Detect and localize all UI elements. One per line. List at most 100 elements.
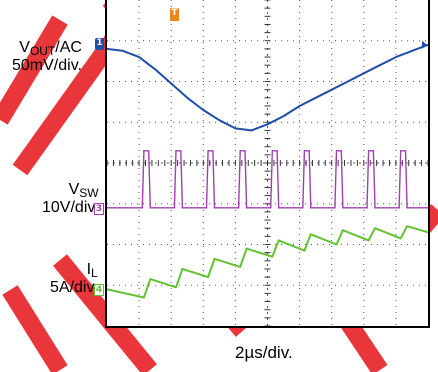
il-trace-point (207, 276, 209, 278)
il-trace-point (335, 243, 338, 246)
vsw-trace-point (141, 207, 144, 209)
timebase-label: 2µs/div. (235, 343, 293, 362)
vsw-trace-point (276, 150, 278, 152)
vout-trace-point (266, 123, 269, 126)
vsw-trace-point (175, 150, 177, 152)
vsw-trace-point (213, 207, 216, 209)
vsw-trace-point (367, 150, 370, 152)
vout-label-main: V (19, 39, 30, 56)
vsw-trace-point (334, 207, 336, 209)
vout-trace-point (427, 44, 428, 46)
vsw-trace-point (107, 207, 108, 209)
vsw-trace-point (310, 207, 312, 209)
vout-trace-point (186, 97, 189, 99)
vsw-marker-text: 3 (95, 204, 103, 214)
vsw-channel-label: VSW 10V/div. (42, 181, 99, 216)
vsw-trace-point (207, 150, 209, 152)
vsw-label-sub: SW (79, 186, 99, 200)
vsw-trace-point (302, 207, 304, 209)
il-trace-point (310, 233, 312, 236)
vsw-trace-point (308, 150, 310, 152)
vsw-trace-point (149, 207, 152, 209)
vsw-trace-point (366, 207, 368, 209)
vsw-trace-point (271, 150, 274, 152)
vout-trace-point (170, 82, 172, 85)
vout-reference-arrow-icon (422, 40, 427, 49)
il-trace-point (143, 296, 145, 299)
il-trace-point (367, 239, 370, 242)
vsw-trace-point (335, 150, 338, 152)
vout-trace-point (250, 129, 253, 132)
vout-trace-point (363, 72, 365, 75)
vsw-trace-point (427, 207, 428, 209)
il-trace-point (245, 247, 248, 250)
il-channel-label: IL 5A/div. (50, 261, 98, 296)
il-marker-text: 4 (95, 285, 103, 295)
vsw-trace-point (212, 150, 214, 152)
vsw-trace-point (399, 150, 402, 152)
vout-channel-label: VOUT/AC 50mV/div. (12, 39, 82, 74)
il-trace-point (175, 286, 177, 289)
vout-trace-point (282, 115, 285, 117)
vsw-trace-point (406, 207, 408, 209)
vout-scale-label: 50mV/div. (12, 56, 82, 74)
vout-trace-point (314, 97, 317, 99)
watermark-stroke (0, 15, 68, 125)
vout-channel-marker: 1 (95, 38, 104, 50)
vout-trace-point (218, 119, 221, 121)
vsw-trace-point (374, 207, 376, 209)
il-trace-point (427, 231, 428, 234)
trigger-marker-text: T (171, 8, 178, 18)
vout-label-rest: /AC (55, 39, 82, 56)
vsw-trace-point (237, 207, 240, 209)
vsw-trace-point (303, 150, 306, 152)
vsw-scale-label: 10V/div. (42, 198, 99, 216)
watermark-stroke (2, 285, 68, 372)
vsw-trace-point (205, 207, 208, 209)
il-label-main: I (86, 261, 92, 278)
vsw-label-main: V (68, 181, 80, 198)
vsw-channel-marker: 3 (94, 203, 104, 215)
il-trace (107, 225, 428, 299)
il-trace-point (213, 258, 216, 260)
il-label-sub: L (91, 266, 98, 280)
vout-trace-point (411, 50, 413, 52)
vout-trace (107, 43, 428, 132)
vsw-trace-point (244, 150, 246, 152)
vsw-trace-point (245, 207, 248, 209)
il-scale-label: 5A/div. (50, 278, 98, 296)
trigger-marker-icon: T (170, 8, 179, 21)
il-trace-point (239, 266, 241, 268)
il-trace-point (406, 225, 408, 227)
vout-trace-point (122, 50, 124, 52)
il-trace-point (303, 249, 306, 252)
il-trace-point (149, 278, 152, 280)
scope-plot-svg (107, 0, 428, 326)
il-trace-point (277, 239, 280, 242)
vout-trace-point (395, 56, 397, 58)
vsw-trace-point (147, 150, 150, 152)
vsw-trace-point (173, 207, 176, 209)
vsw-trace-point (342, 207, 344, 209)
vout-label-sub: OUT (29, 44, 56, 58)
vsw-trace-point (398, 207, 400, 209)
vout-trace-point (202, 109, 205, 111)
vsw-trace-point (239, 150, 241, 152)
vout-trace-point (234, 127, 237, 130)
oscilloscope-screen (105, 0, 430, 328)
vout-marker-text: 1 (96, 38, 103, 48)
vsw-trace-point (372, 150, 375, 152)
vsw-trace-point (404, 150, 407, 152)
vout-trace-point (330, 88, 333, 91)
vout-trace-point (138, 56, 140, 58)
vsw-trace-point (180, 150, 182, 152)
vout-trace-point (154, 68, 156, 71)
vsw-trace-point (340, 150, 343, 152)
vout-trace-point (298, 105, 301, 107)
vout-trace-point (347, 80, 349, 83)
watermark-stroke (12, 24, 128, 176)
vout-trace-point (107, 48, 108, 50)
vsw-trace-point (269, 207, 272, 209)
il-channel-marker: 4 (94, 284, 104, 296)
